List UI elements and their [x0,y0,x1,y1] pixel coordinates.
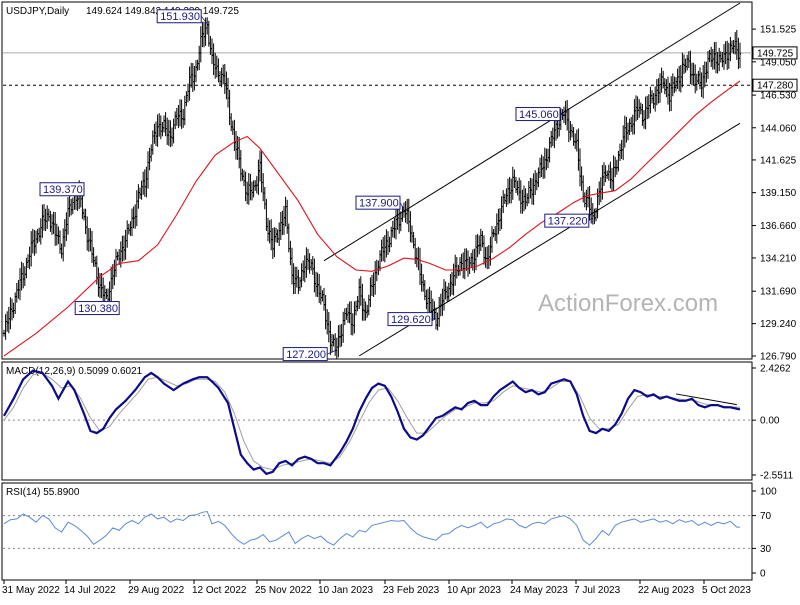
rsi-y-tick-label: 0 [760,569,766,580]
price-y-tick-label: 151.525 [760,25,797,36]
watermark: ActionForex.com [538,290,718,317]
rsi-title: RSI(14) 55.8900 [6,487,80,498]
x-tick-label: 24 May 2023 [510,585,568,596]
callout-pointer [431,318,437,320]
rsi-plot: 100 70 30 0 [3,487,777,580]
x-tick-label: 25 Nov 2022 [255,585,312,596]
macd-panel [1,361,753,481]
price-tag-label: 147.280 [757,81,794,92]
macd-title: MACD(12,26,9) 0.5099 0.6021 [6,366,143,377]
price-y-tick-label: 146.530 [760,91,797,102]
price-y-tick-label: 126.790 [760,352,797,363]
x-tick-label: 31 May 2022 [2,585,60,596]
channel-upper-line [323,2,741,262]
macd-y-tick-label: -2.5511 [760,471,794,482]
price-y-tick-label: 144.060 [760,123,797,134]
macd-y-tick-label: 0.00 [760,416,780,427]
macd-line [3,369,741,476]
callout-label: 130.380 [78,303,118,315]
price-plot: 151.525 149.050 146.530 144.060 141.625 139.1… [2,2,798,363]
callout-pointer [559,113,565,115]
callout-box [282,347,328,362]
x-tick-label: 22 Aug 2023 [638,585,695,596]
price-y-tick-label: 131.690 [760,287,797,298]
symbol-title: USDJPY,Daily [6,6,69,17]
callout-box [74,301,120,316]
callout-box [156,9,202,24]
rsi-y-tick-label: 70 [760,511,772,522]
x-tick-label: 10 Apr 2023 [447,585,501,596]
rsi-panel [1,482,753,581]
price-y-tick-label: 134.210 [760,253,797,264]
moving-average-line [3,80,741,357]
x-tick-label: 7 Jul 2023 [574,585,621,596]
x-tick-label: 5 Oct 2023 [702,585,751,596]
callout-box [39,182,85,197]
macd-trendline [675,393,737,406]
rsi-y-tick-label: 100 [760,487,777,498]
price-y-tick-label: 136.660 [760,221,797,232]
callout-label: 145.060 [519,109,559,121]
callout-box [544,213,590,228]
callout-label: 137.220 [548,216,588,228]
callout-label: 129.620 [391,314,431,326]
macd-plot: 2.4262 0.00 -2.5511 [3,364,794,482]
price-tag-label: 149.725 [757,48,794,59]
x-axis: 31 May 2022 14 Jul 2022 29 Aug 2022 12 Oct … [2,580,751,596]
price-tag-box [752,78,798,92]
price-panel [1,1,753,360]
x-tick-label: 12 Oct 2022 [192,585,247,596]
callout-box [355,195,401,210]
x-tick-label: 29 Aug 2022 [128,585,185,596]
x-tick-label: 23 Feb 2023 [383,585,440,596]
callout-box [387,312,433,327]
callout-pointer [327,350,336,355]
price-bars [2,17,742,359]
rsi-y-tick-label: 30 [760,544,772,555]
x-tick-label: 14 Jul 2022 [64,585,116,596]
callout-pointer [588,217,594,221]
callout-label: 127.200 [286,349,326,361]
callout-label: 139.370 [43,184,83,196]
callout-pointer [399,202,405,210]
price-y-tick-label: 129.240 [760,319,797,330]
price-tag-box [752,46,798,60]
price-y-tick-label: 139.150 [760,188,797,199]
x-tick-label: 10 Jan 2023 [318,585,373,596]
callout-pointer [200,15,208,24]
callout-box [515,107,561,122]
price-y-tick-label: 141.625 [760,155,797,166]
callout-label: 137.900 [359,198,399,210]
price-y-tick-label: 149.050 [760,57,797,68]
rsi-line [3,510,740,546]
callout-label: 151.930 [160,11,200,23]
macd-y-tick-label: 2.4262 [760,364,791,375]
